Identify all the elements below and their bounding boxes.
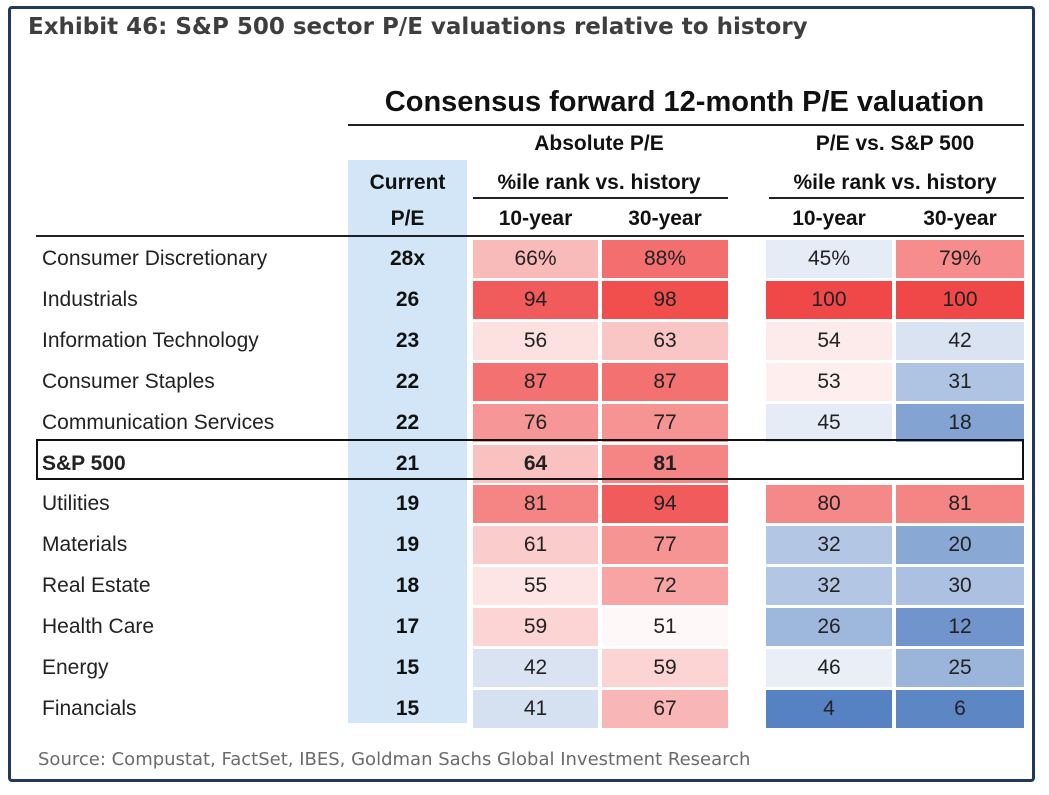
heatmap-cell-abs-10: 81: [473, 485, 598, 523]
current-pe-cell: 17: [395, 615, 420, 638]
heatmap-cell-abs-10: 59: [473, 608, 598, 646]
title-underline: [348, 124, 1024, 126]
heatmap-cell-rel-30: 20: [896, 526, 1024, 564]
heatmap-cell-rel-30: 18: [896, 404, 1024, 442]
heatmap-cell-rel-10: 45%: [766, 240, 892, 278]
heatmap-cell-abs-10: 55: [473, 567, 598, 605]
heatmap-cell-abs-30: 59: [602, 649, 728, 687]
table-title: Consensus forward 12-month P/E valuation: [384, 86, 985, 118]
row-label: Materials: [42, 533, 128, 556]
row-label: Industrials: [42, 288, 138, 311]
header-current-line2: P/E: [390, 207, 425, 230]
row-label: Financials: [42, 697, 137, 720]
heatmap-cell-abs-30: 88%: [602, 240, 728, 278]
heatmap-cell-abs-10: 61: [473, 526, 598, 564]
current-pe-cell: 15: [395, 656, 420, 679]
heatmap-cell-rel-30: 30: [896, 567, 1024, 605]
absolute-sub-underline: [473, 197, 728, 199]
row-label: Consumer Discretionary: [42, 247, 268, 270]
header-rel-30yr: 30-year: [923, 207, 997, 230]
heatmap-cell-rel-30: 79%: [896, 240, 1024, 278]
current-pe-cell: 22: [395, 411, 420, 434]
row-label: Utilities: [42, 492, 110, 515]
heatmap-cell-rel-30: 25: [896, 649, 1024, 687]
header-absolute-pe: Absolute P/E: [534, 132, 664, 155]
heatmap-cell-abs-10: 66%: [473, 240, 598, 278]
heatmap-cell-rel-30: 12: [896, 608, 1024, 646]
current-pe-cell: 22: [395, 370, 420, 393]
header-abs-30yr: 30-year: [628, 207, 702, 230]
header-absolute-sub: %ile rank vs. history: [497, 171, 701, 194]
heatmap-cell-rel-30: 100: [896, 281, 1024, 319]
heatmap-cell-rel-10: 4: [766, 690, 892, 728]
current-pe-cell: 15: [395, 697, 420, 720]
heatmap-cell-abs-10: 94: [473, 281, 598, 319]
heatmap-cell-rel-30: 6: [896, 690, 1024, 728]
exhibit-title: Exhibit 46: S&P 500 sector P/E valuation…: [28, 14, 808, 40]
heatmap-cell-abs-30: 72: [602, 567, 728, 605]
heatmap-cell-abs-30: 63: [602, 322, 728, 360]
current-pe-column-bg: [348, 160, 467, 723]
heatmap-cell-abs-30: 81: [602, 445, 728, 483]
row-label: Energy: [42, 656, 109, 679]
current-pe-cell: 18: [395, 574, 420, 597]
current-pe-cell: 28x: [389, 247, 426, 270]
current-pe-cell: 23: [395, 329, 420, 352]
row-label: S&P 500: [42, 452, 126, 475]
header-relative-sub: %ile rank vs. history: [793, 171, 997, 194]
heatmap-cell-rel-30: 81: [896, 485, 1024, 523]
heatmap-cell-abs-30: 77: [602, 404, 728, 442]
header-abs-10yr: 10-year: [498, 207, 573, 230]
current-pe-cell: 21: [395, 452, 420, 475]
row-label: Health Care: [42, 615, 155, 638]
heatmap-cell-rel-10: 45: [766, 404, 892, 442]
current-pe-cell: 19: [395, 533, 420, 556]
heatmap-cell-abs-30: 87: [602, 363, 728, 401]
current-pe-cell: 26: [395, 288, 420, 311]
heatmap-cell-abs-10: 56: [473, 322, 598, 360]
heatmap-cell-abs-10: 42: [473, 649, 598, 687]
source-note: Source: Compustat, FactSet, IBES, Goldma…: [38, 749, 751, 770]
heatmap-cell-abs-30: 67: [602, 690, 728, 728]
heatmap-cell-abs-10: 41: [473, 690, 598, 728]
row-label: Consumer Staples: [42, 370, 215, 393]
heatmap-cell-rel-10: 53: [766, 363, 892, 401]
heatmap-cell-rel-10: 80: [766, 485, 892, 523]
heatmap-cell-abs-30: 51: [602, 608, 728, 646]
relative-sub-underline: [769, 197, 1024, 199]
heatmap-cell-rel-10: 32: [766, 567, 892, 605]
row-label: Information Technology: [42, 329, 259, 352]
heatmap-cell-rel-10: 100: [766, 281, 892, 319]
row-label: Communication Services: [42, 411, 275, 434]
heatmap-cell-rel-10: 26: [766, 608, 892, 646]
current-pe-cell: 19: [395, 492, 420, 515]
header-current-line1: Current: [369, 171, 446, 194]
header-rule: [36, 235, 1024, 237]
heatmap-cell-abs-30: 94: [602, 485, 728, 523]
heatmap-cell-abs-10: 64: [473, 445, 598, 483]
heatmap-cell-rel-10: 46: [766, 649, 892, 687]
row-label: Real Estate: [42, 574, 151, 597]
heatmap-cell-abs-10: 76: [473, 404, 598, 442]
heatmap-cell-rel-10: 32: [766, 526, 892, 564]
sp500-row-outline: [36, 439, 1024, 480]
heatmap-cell-abs-30: 98: [602, 281, 728, 319]
heatmap-cell-rel-30: 31: [896, 363, 1024, 401]
heatmap-cell-abs-10: 87: [473, 363, 598, 401]
heatmap-cell-abs-30: 77: [602, 526, 728, 564]
header-rel-10yr: 10-year: [792, 207, 866, 230]
header-relative-pe: P/E vs. S&P 500: [815, 132, 975, 155]
heatmap-cell-rel-10: 54: [766, 322, 892, 360]
heatmap-cell-rel-30: 42: [896, 322, 1024, 360]
